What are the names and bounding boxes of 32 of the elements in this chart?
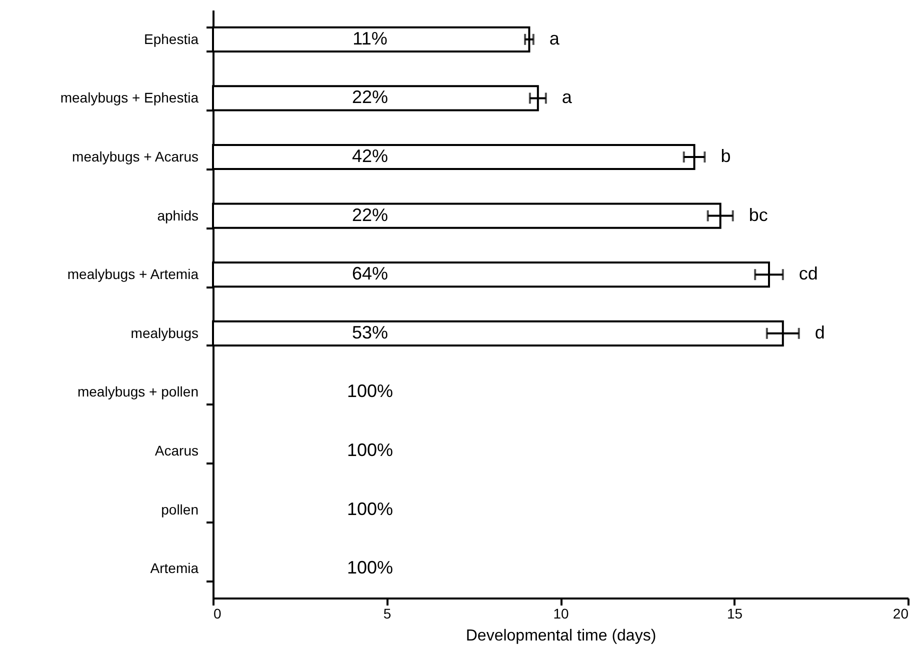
y-tick-label: pollen — [161, 501, 198, 518]
x-tick-label: 20 — [892, 606, 909, 622]
y-tick-label: mealybugs + Artemia — [67, 266, 199, 282]
annotation: 22% — [352, 87, 388, 108]
annotation: 100% — [346, 381, 394, 402]
annotation: 11% — [352, 28, 388, 48]
annotation: 100% — [346, 440, 394, 460]
annotation: b — [720, 146, 731, 166]
annotation: a — [549, 28, 560, 48]
y-tick-label: aphids — [157, 207, 198, 224]
y-tick-label: Acarus — [154, 442, 198, 458]
annotation: 42% — [352, 146, 388, 166]
x-tick-label: 15 — [726, 606, 743, 622]
annotation: d — [814, 322, 825, 342]
x-axis-title: Developmental time (days) — [466, 628, 656, 644]
annotation: 64% — [352, 264, 388, 284]
annotation: cd — [798, 264, 818, 284]
y-tick-label: Artemia — [150, 560, 199, 576]
annotation: 100% — [346, 498, 394, 519]
annotation: 22% — [352, 204, 388, 225]
y-tick-label: mealybugs + Acarus — [72, 148, 198, 164]
annotation: bc — [748, 204, 768, 225]
y-tick-label: mealybugs + pollen — [77, 384, 198, 400]
annotation: 53% — [352, 322, 388, 342]
x-tick-label: 10 — [553, 606, 569, 622]
annotation: 100% — [346, 558, 394, 578]
x-tick-label: 5 — [383, 606, 392, 622]
y-tick-label: Ephestia — [144, 30, 199, 47]
y-tick-label: mealybugs — [130, 324, 198, 341]
x-tick-label: 0 — [214, 606, 222, 622]
y-tick-label: mealybugs + Ephestia — [60, 90, 199, 106]
annotation: a — [562, 87, 573, 108]
